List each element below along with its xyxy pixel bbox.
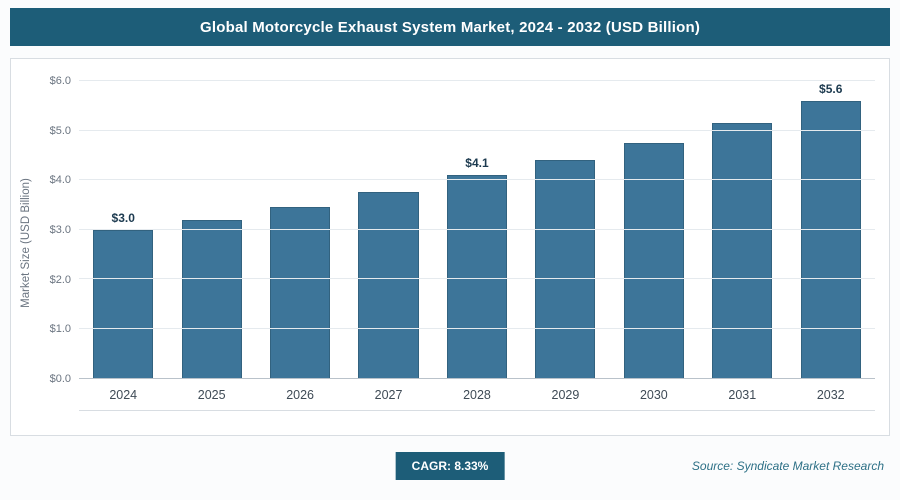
- gridline: [79, 327, 875, 329]
- bar: [535, 160, 596, 378]
- x-axis-labels: 2024 2025 2026 2027 2028 2029 2030 2031 2032: [79, 379, 875, 411]
- y-tick-label: $5.0: [49, 124, 71, 137]
- y-axis-label: Market Size (USD Billion): [20, 178, 33, 308]
- y-tick-label: $3.0: [49, 224, 71, 236]
- bar: [712, 123, 773, 378]
- y-tick-label: $0.0: [49, 373, 71, 385]
- bar-cell: $5.6: [787, 81, 875, 378]
- gridline: [79, 278, 875, 279]
- source-text: Source: Syndicate Market Research: [691, 459, 884, 473]
- plot-area: $3.0 $4.1 $5.6: [79, 80, 875, 379]
- bar: [623, 142, 684, 378]
- gridline: [79, 228, 875, 230]
- y-tick-label: $6.0: [49, 75, 71, 87]
- y-tick-label: $1.0: [49, 323, 71, 336]
- bar-cell: [698, 81, 786, 378]
- y-axis-label-wrap: Market Size (USD Billion): [17, 81, 35, 405]
- x-tick-label: 2027: [374, 388, 403, 402]
- x-tick-label: 2031: [728, 388, 757, 402]
- chart-title: Global Motorcycle Exhaust System Market,…: [199, 18, 701, 36]
- bar: [181, 219, 242, 378]
- x-tick-label: 2028: [463, 388, 491, 402]
- chart-title-banner: Global Motorcycle Exhaust System Market,…: [10, 8, 890, 46]
- bar: [446, 175, 508, 378]
- chart-panel: Market Size (USD Billion) $0.0 $1.0 $2.0 $3…: [10, 58, 890, 436]
- bar-value-label: $4.1: [465, 156, 489, 171]
- x-tick-label: 2025: [197, 388, 226, 402]
- x-tick-label: 2026: [286, 388, 314, 402]
- gridline: [79, 129, 875, 131]
- bar: [270, 207, 331, 378]
- bar-cell: [610, 81, 698, 378]
- bar: [93, 229, 154, 378]
- footer: CAGR: 8.33% Source: Syndicate Market Res…: [10, 452, 890, 482]
- x-tick-label: 2024: [109, 388, 138, 402]
- y-axis-ticks: $0.0 $1.0 $2.0 $3.0 $4.0 $5.0 $6.0: [35, 75, 79, 385]
- gridline: [79, 179, 875, 180]
- bar: [358, 192, 419, 378]
- bar-cell: [167, 81, 255, 378]
- bar-value-label: $3.0: [111, 210, 135, 225]
- x-tick-label: 2030: [639, 388, 668, 402]
- bar-series: $3.0 $4.1 $5.6: [79, 81, 875, 378]
- gridline: [79, 80, 875, 81]
- y-tick-label: $4.0: [49, 174, 71, 187]
- bar-cell: $3.0: [79, 81, 167, 378]
- bar-value-label: $5.6: [819, 81, 843, 96]
- x-tick-label: 2032: [816, 388, 845, 402]
- bar-cell: [521, 81, 609, 378]
- y-tick-label: $2.0: [49, 273, 71, 286]
- bar-cell: [344, 81, 432, 378]
- bar-cell: [256, 81, 344, 378]
- cagr-badge: CAGR: 8.33%: [395, 452, 505, 480]
- x-tick-label: 2029: [551, 388, 580, 402]
- bar-cell: $4.1: [433, 81, 521, 378]
- bar: [800, 100, 861, 378]
